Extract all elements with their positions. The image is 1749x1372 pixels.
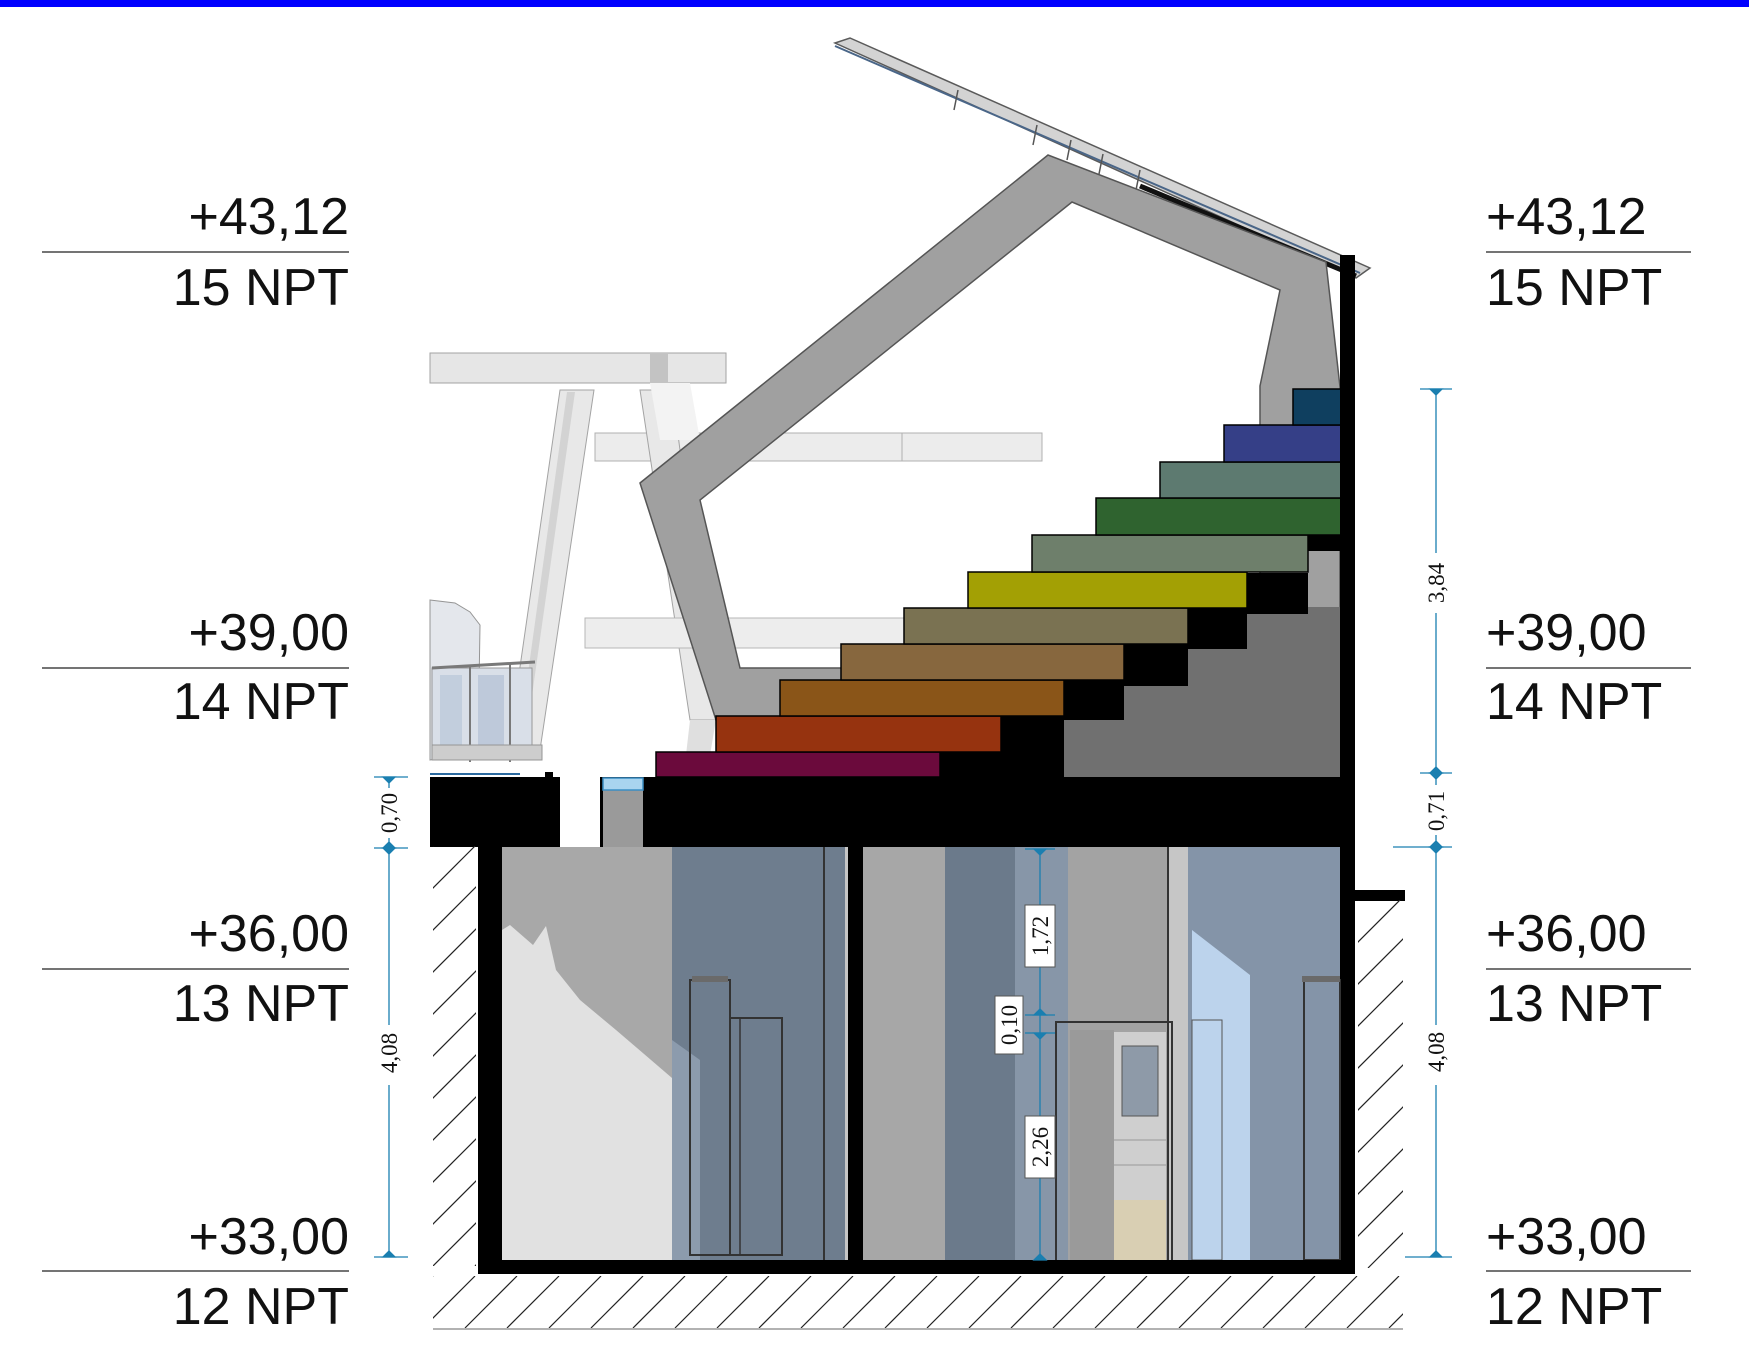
hatch-line — [1704, 900, 1749, 1268]
bleacher-step — [715, 715, 1002, 753]
hatch-line — [1358, 938, 1403, 985]
bleacher-step — [967, 571, 1248, 609]
bleacher-step — [1292, 388, 1343, 426]
hatch-line — [433, 1276, 476, 1319]
hatch-line — [1220, 1276, 1274, 1328]
level-left-12-name: 12 NPT — [173, 1278, 349, 1336]
hatch-line — [506, 1276, 560, 1328]
hatch-line — [1136, 1276, 1190, 1328]
dimension-labels: 0,70 4,08 3,84 0,71 4,08 1,72 0,10 2,26 — [375, 553, 1450, 1179]
dim-mid-lower: 2,26 — [1028, 1127, 1053, 1167]
hatch-line — [1094, 1276, 1148, 1328]
stair-concrete — [1064, 607, 1340, 778]
dim-left-slab: 0,70 — [377, 793, 402, 833]
hatch-line — [548, 1276, 602, 1328]
level-right-14-value: +39,00 — [1486, 604, 1647, 662]
dimension-lines — [374, 388, 1452, 1261]
hatch-line — [590, 1276, 644, 1328]
hatch-line — [464, 1276, 518, 1328]
stair-profile — [940, 535, 1340, 778]
hatch-line — [800, 1276, 854, 1328]
bleacher-step — [1223, 424, 1343, 463]
bleacher-step — [1031, 534, 1309, 573]
dim-mid-upper: 1,72 — [1028, 916, 1053, 956]
level-left-15-value: +43,12 — [189, 188, 350, 246]
right-wall — [1340, 255, 1355, 1273]
hatch-line — [1178, 1276, 1232, 1328]
dim-right-stair: 3,84 — [1424, 562, 1449, 603]
level-left-12-value: +33,00 — [189, 1208, 350, 1266]
hatch-line — [1346, 1276, 1400, 1328]
level-right-14-name: 14 NPT — [1486, 673, 1662, 731]
hatch-line — [433, 1276, 434, 1277]
level-left-13-value: +36,00 — [189, 905, 350, 963]
hatch-line — [842, 1276, 896, 1328]
level-right-12-name: 12 NPT — [1486, 1278, 1662, 1336]
hatch-line — [926, 1276, 980, 1328]
level-right-13-value: +36,00 — [1486, 905, 1647, 963]
dim-left-storey: 4,08 — [377, 1033, 402, 1073]
hatch-line — [1304, 1276, 1358, 1328]
hatch-line — [1388, 1313, 1403, 1328]
level-markers-right: +43,12 15 NPT +39,00 14 NPT +36,00 13 NP… — [1486, 188, 1691, 1336]
hatch-line — [1052, 1276, 1106, 1328]
level-left-14-value: +39,00 — [189, 604, 350, 662]
hatch-line — [433, 1054, 476, 1099]
level-left-13-name: 13 NPT — [173, 975, 349, 1033]
bleacher-step — [1159, 461, 1343, 499]
hatch-line — [758, 1276, 812, 1328]
lower-storey-room — [478, 847, 1341, 1263]
frame-top-border — [0, 0, 1749, 7]
hatch-line — [1662, 900, 1749, 1268]
ground-hatching — [433, 846, 1749, 1330]
dim-right-storey: 4,08 — [1424, 1032, 1449, 1072]
bleacher-step — [903, 607, 1189, 645]
dim-mid-gap: 0,10 — [997, 1005, 1022, 1045]
dim-right-slab: 0,71 — [1424, 791, 1449, 831]
hatch-line — [632, 1276, 686, 1328]
hatch-line — [716, 1276, 770, 1328]
hatch-line — [1010, 1276, 1064, 1328]
hatch-line — [1358, 1064, 1403, 1111]
hatch-line — [1262, 1276, 1316, 1328]
level-markers-left: +43,12 15 NPT +39,00 14 NPT +36,00 13 NP… — [42, 188, 349, 1336]
hatch-line — [674, 1276, 728, 1328]
bleacher-step — [779, 679, 1065, 717]
roof-solar-panel — [832, 37, 1372, 279]
room-walls — [478, 847, 1355, 1274]
balcony-ledge — [1355, 890, 1405, 901]
level-right-13-name: 13 NPT — [1486, 975, 1662, 1033]
level-left-15-name: 15 NPT — [173, 259, 349, 317]
bleacher-step — [840, 643, 1125, 681]
hatch-line — [1431, 1276, 1483, 1328]
level-right-12-value: +33,00 — [1486, 1208, 1647, 1266]
level-right-15-value: +43,12 — [1486, 188, 1647, 246]
hatch-line — [884, 1276, 938, 1328]
level-right-15-name: 15 NPT — [1486, 259, 1662, 317]
floor-slab — [430, 772, 1348, 847]
bleacher-step — [655, 751, 941, 778]
hatch-line — [433, 1180, 476, 1225]
level-left-14-name: 14 NPT — [173, 673, 349, 731]
hatch-line — [1358, 1190, 1403, 1237]
hatch-line — [968, 1276, 1022, 1328]
hatch-line — [433, 886, 476, 931]
bleacher-step — [1095, 497, 1343, 536]
